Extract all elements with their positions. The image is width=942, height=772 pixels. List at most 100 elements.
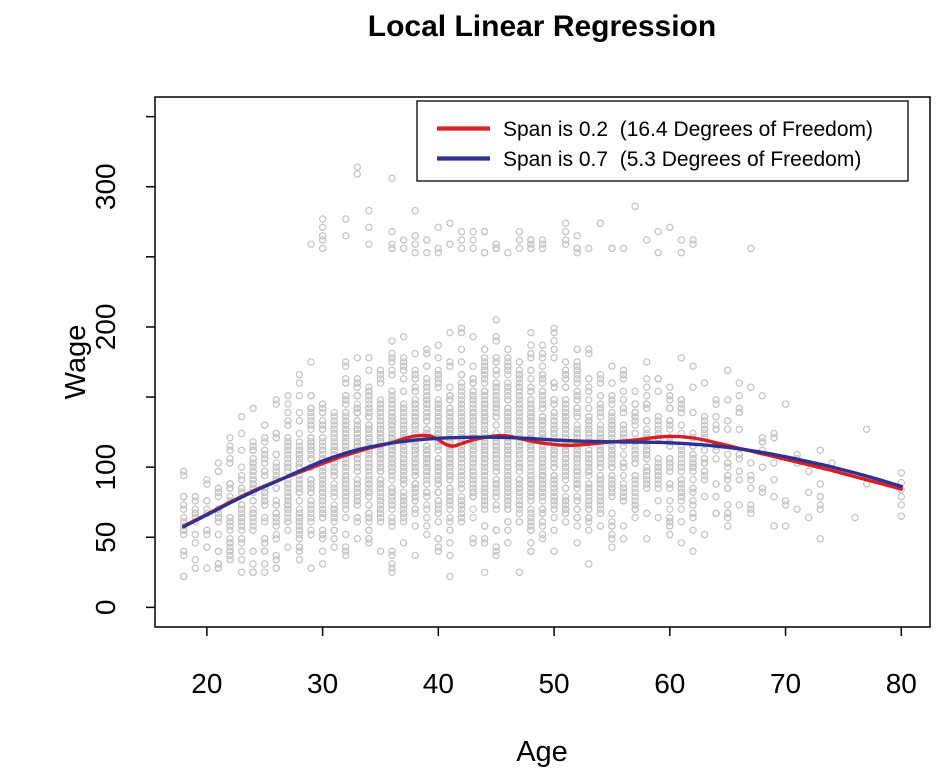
data-point [434, 366, 443, 375]
data-point [573, 244, 581, 253]
data-point [411, 492, 419, 501]
data-point [365, 387, 373, 396]
data-point [365, 488, 373, 497]
data-point [318, 560, 327, 568]
data-point [446, 396, 454, 404]
data-point [480, 450, 489, 459]
data-point [423, 530, 431, 539]
data-point [723, 513, 732, 522]
data-point [469, 534, 477, 543]
data-point [515, 467, 524, 476]
data-point [341, 488, 350, 497]
data-point [376, 412, 385, 421]
data-point [457, 509, 466, 518]
data-point [446, 417, 454, 425]
data-point [619, 408, 628, 417]
data-point [677, 488, 686, 497]
data-point [353, 170, 362, 178]
data-point [480, 400, 489, 408]
data-point [538, 463, 547, 471]
data-point [376, 421, 385, 429]
data-point [480, 425, 489, 434]
data-point [666, 513, 674, 522]
data-point [480, 484, 489, 492]
data-point [423, 375, 431, 383]
data-point [388, 463, 396, 471]
data-point [492, 488, 500, 497]
data-point [677, 450, 686, 459]
data-point [619, 534, 628, 543]
data-point [608, 244, 616, 253]
data-point [341, 408, 350, 417]
data-point [376, 375, 385, 383]
data-point [318, 547, 327, 556]
data-point [353, 408, 362, 417]
data-point [341, 215, 350, 223]
data-point [585, 404, 593, 413]
data-point [573, 232, 581, 240]
data-point [446, 497, 454, 505]
data-point [341, 391, 350, 400]
data-point [330, 417, 338, 425]
data-point [446, 425, 454, 434]
data-point [423, 387, 431, 396]
data-point [538, 476, 547, 484]
data-point [654, 387, 662, 396]
data-point [550, 324, 558, 333]
data-point [596, 501, 605, 509]
data-point [341, 438, 350, 446]
data-point [446, 551, 454, 560]
data-point [365, 471, 373, 480]
data-point [203, 564, 211, 572]
data-point [596, 446, 605, 455]
data-point [527, 463, 535, 471]
data-point [376, 400, 385, 408]
data-point [411, 408, 419, 417]
data-point [585, 501, 593, 509]
data-point [677, 505, 686, 513]
data-point [341, 543, 350, 551]
data-point [550, 354, 558, 362]
data-point [504, 387, 512, 396]
data-point [608, 518, 616, 526]
data-point [504, 383, 512, 391]
data-point [515, 227, 524, 236]
data-point [318, 244, 327, 253]
data-point [527, 450, 535, 459]
data-point [423, 471, 431, 480]
data-point [469, 454, 477, 463]
data-point [515, 383, 524, 391]
data-point [504, 425, 512, 434]
data-point [214, 488, 223, 497]
data-point [423, 450, 431, 459]
data-point [399, 421, 408, 429]
data-point [480, 476, 489, 484]
data-point [770, 492, 778, 501]
data-point [411, 400, 419, 408]
data-point [434, 509, 443, 518]
data-point [353, 492, 362, 501]
data-point [260, 471, 269, 480]
data-point [666, 530, 674, 539]
data-point [307, 505, 315, 513]
data-point [654, 248, 662, 257]
data-point [480, 421, 489, 429]
y-axis-title: Wage [60, 325, 92, 400]
data-point [353, 480, 362, 488]
data-point [376, 379, 385, 387]
data-point [457, 454, 466, 463]
data-point [538, 404, 547, 413]
data-point [260, 459, 269, 467]
data-point [480, 488, 489, 497]
data-point [480, 387, 489, 396]
data-point [735, 454, 744, 463]
data-point [330, 505, 338, 513]
data-point [457, 370, 466, 379]
data-point [318, 446, 327, 455]
data-point [585, 463, 593, 471]
data-point [747, 501, 755, 509]
data-point [504, 442, 512, 450]
data-point [423, 505, 431, 513]
data-point [538, 412, 547, 421]
data-point [249, 560, 257, 568]
